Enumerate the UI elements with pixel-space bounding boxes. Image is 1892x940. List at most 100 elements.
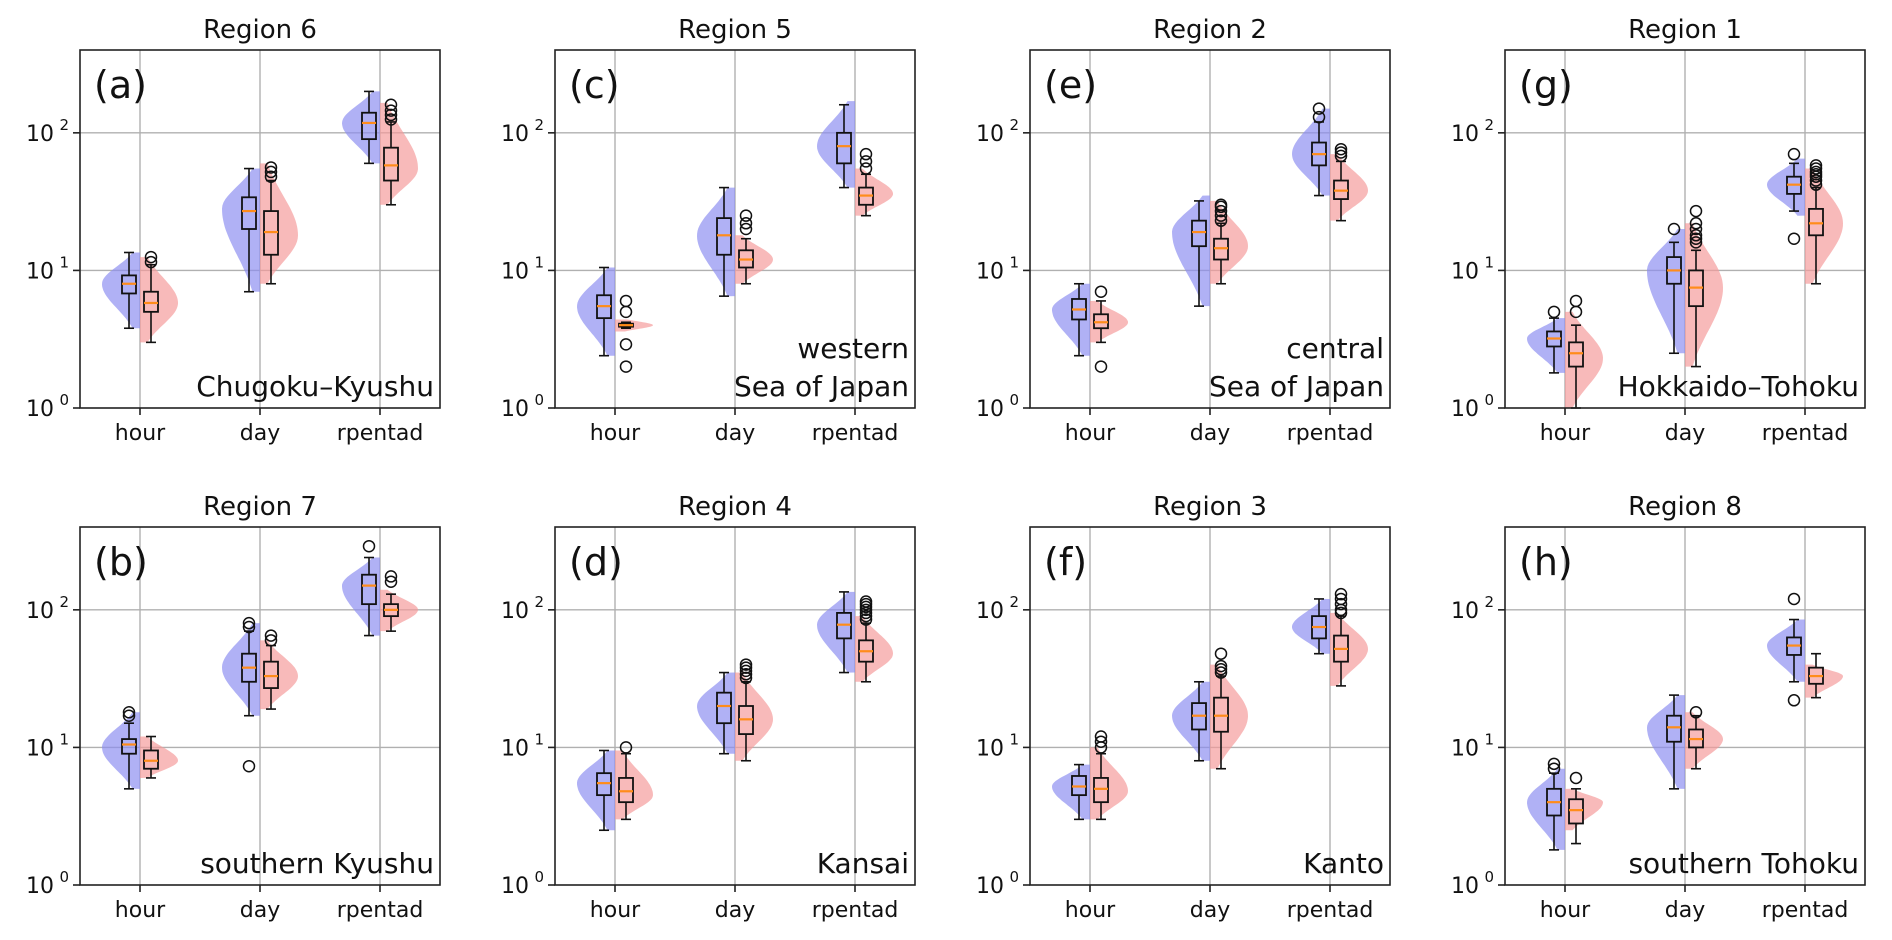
box [1808,207,1824,237]
outlier-point [122,706,136,719]
outlier-point [1214,204,1228,218]
y-tick-base: 10 [26,259,54,284]
x-tick-label: day [715,421,755,446]
y-tick-label: 10 [1451,397,1479,422]
x-tick-label: hour [115,898,166,923]
y-tick-exponent: 2 [59,116,69,134]
y-tick-base: 10 [1451,397,1479,422]
box [383,146,399,182]
outlier-point [1547,757,1561,771]
panel-c: Region 5 10 0 10 1 10 2 hour day rpentad (c) wester… [501,15,916,446]
region-label: Sea of Japan [1209,370,1384,403]
outlier-point [1667,222,1681,236]
y-tick-exponent: 2 [1484,593,1494,611]
violin-future [1565,311,1603,408]
violin-future [1805,168,1843,284]
panel-letter: (f) [1044,540,1087,584]
outlier-point [1689,229,1703,242]
x-tick-label: hour [1065,898,1116,923]
x-tick-label: day [1665,898,1705,923]
outlier-point [1547,762,1561,775]
x-tick-label: rpentad [337,421,424,446]
box [618,777,634,804]
y-tick-label: 10 [26,874,54,899]
panel-title: Region 7 [203,492,317,522]
y-tick-base: 10 [1451,874,1479,899]
y-tick-base: 10 [1451,736,1479,761]
panel-title: Region 8 [1628,492,1742,522]
outlier-point [859,613,873,626]
region-label: Kanto [1303,847,1384,880]
outlier-point [1787,592,1801,606]
y-tick-exponent: 1 [1484,253,1494,271]
y-tick-exponent: 0 [1009,868,1019,886]
violin-future [1685,712,1723,769]
violin-historical [1052,764,1090,820]
violin-future [380,102,418,205]
x-tick-label: day [240,421,280,446]
outlier-point [1214,647,1228,660]
y-tick-base: 10 [1451,122,1479,147]
x-tick-label: rpentad [812,421,899,446]
box [1568,798,1584,825]
outlier-point [1569,294,1583,308]
violin-historical [577,267,615,356]
violin-historical [1172,681,1210,761]
y-tick-exponent: 1 [1009,730,1019,748]
y-tick-exponent: 1 [59,253,69,271]
region-label: western [797,332,909,365]
violin-future [260,163,298,284]
violin-historical [1052,283,1090,356]
outlier-point [739,222,753,236]
violin-future [140,736,178,778]
violin-future [1090,300,1128,343]
y-tick-exponent: 2 [59,593,69,611]
y-tick-label: 10 [501,736,529,761]
y-tick-exponent: 1 [1009,253,1019,271]
y-tick-label: 10 [1451,259,1479,284]
y-tick-exponent: 1 [534,253,544,271]
x-tick-label: hour [115,421,166,446]
outlier-point [264,629,278,642]
outlier-point [264,165,278,179]
outlier-point [619,360,633,373]
y-tick-base: 10 [976,599,1004,624]
violin-historical [1527,768,1565,850]
violin-historical [697,672,735,754]
y-tick-label: 10 [976,736,1004,761]
panel-letter: (a) [94,63,147,107]
y-tick-label: 10 [501,599,529,624]
violin-historical [1647,695,1685,789]
x-tick-label: rpentad [1762,421,1849,446]
outlier-point [739,661,753,674]
violin-historical [1292,598,1330,654]
panel-title: Region 4 [678,492,792,522]
y-tick-label: 10 [976,397,1004,422]
outlier-point [1689,232,1703,245]
outlier-point [362,539,376,553]
y-tick-label: 10 [1451,599,1479,624]
y-tick-exponent: 2 [534,116,544,134]
outlier-point [1809,165,1823,179]
outlier-point [1312,110,1326,124]
box [143,290,159,313]
outlier-point [1547,305,1561,319]
panel-letter: (c) [569,63,620,107]
outlier-point [384,98,398,111]
outlier-point [1787,232,1801,245]
y-tick-base: 10 [501,397,529,422]
y-tick-label: 10 [26,397,54,422]
y-tick-base: 10 [976,259,1004,284]
y-tick-base: 10 [26,874,54,899]
y-tick-label: 10 [26,736,54,761]
y-tick-label: 10 [976,874,1004,899]
region-label: Chugoku–Kyushu [196,370,434,403]
outlier-point [859,609,873,623]
x-tick-label: hour [1065,421,1116,446]
x-tick-label: rpentad [812,898,899,923]
outlier-point [1689,222,1703,236]
y-tick-label: 10 [1451,122,1479,147]
outlier-point [1214,659,1228,673]
violin-future [260,640,298,710]
